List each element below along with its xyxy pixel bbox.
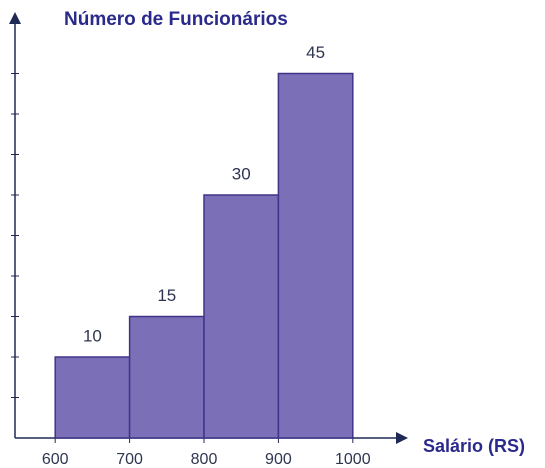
bar <box>128 315 205 439</box>
bar <box>277 72 354 439</box>
value-label: 30 <box>232 164 251 183</box>
value-label: 45 <box>306 43 325 62</box>
x-arrow <box>396 432 408 444</box>
value-label: 15 <box>157 286 176 305</box>
x-tick-label: 900 <box>265 451 292 468</box>
chart-title: Número de Funcionários <box>64 9 288 30</box>
x-tick-label: 600 <box>42 451 69 468</box>
x-tick-label: 700 <box>116 451 143 468</box>
x-axis-label: Salário (RS) <box>423 436 525 456</box>
y-arrow <box>9 12 21 24</box>
bar <box>54 356 131 439</box>
x-tick-label: 800 <box>191 451 218 468</box>
bar <box>203 194 280 439</box>
value-label: 10 <box>83 326 102 345</box>
x-tick-label: 1000 <box>335 451 371 468</box>
